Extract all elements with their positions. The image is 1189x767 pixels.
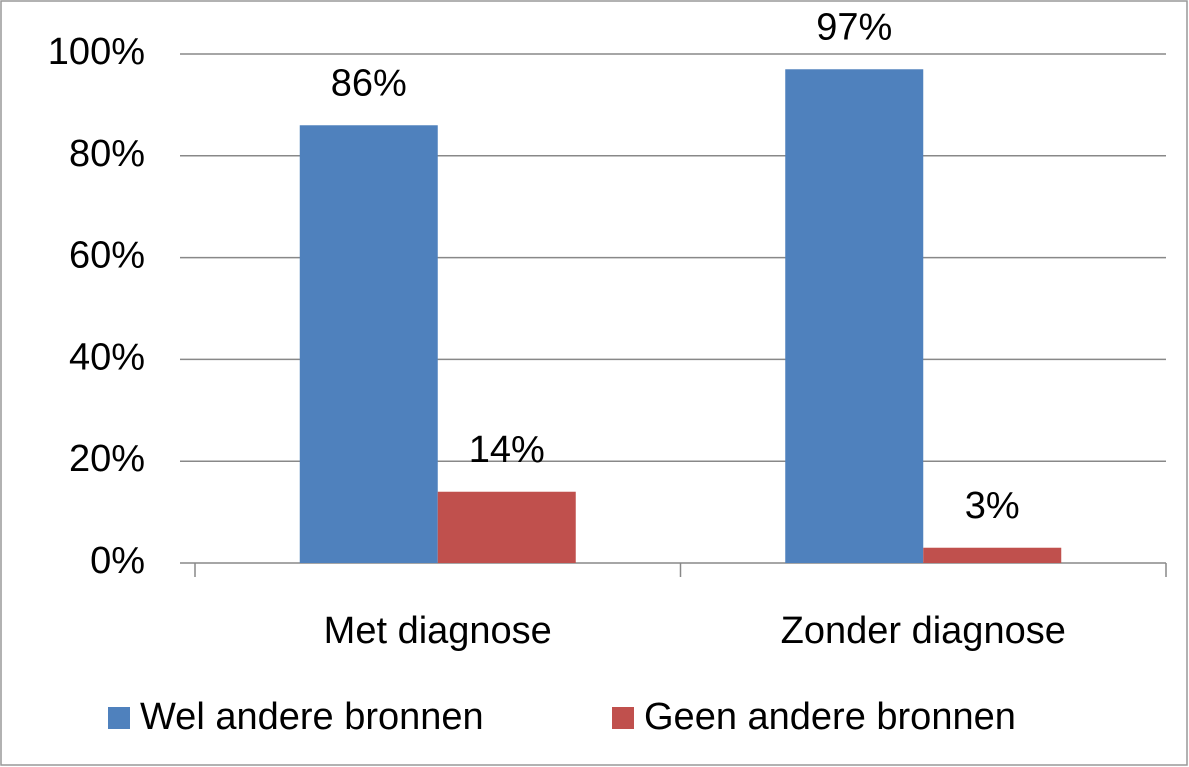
data-label: 97% [816, 6, 892, 48]
y-tick-label: 60% [69, 235, 145, 277]
y-tick-label: 100% [48, 31, 145, 73]
legend-swatch [108, 707, 130, 729]
y-tick-label: 20% [69, 438, 145, 480]
legend-label: Wel andere bronnen [140, 696, 484, 738]
y-tick-label: 0% [90, 540, 145, 582]
data-label: 86% [331, 62, 407, 104]
legend-label: Geen andere bronnen [644, 696, 1016, 738]
data-label: 3% [965, 485, 1020, 527]
y-tick-label: 40% [69, 336, 145, 378]
bar [437, 491, 576, 563]
bar [299, 125, 438, 563]
data-label: 14% [469, 429, 545, 471]
x-tick-label: Met diagnose [324, 610, 552, 652]
bar [785, 69, 924, 564]
x-tick-label: Zonder diagnose [781, 610, 1066, 652]
legend-swatch [612, 707, 634, 729]
y-tick-label: 80% [69, 133, 145, 175]
bar [923, 547, 1062, 563]
